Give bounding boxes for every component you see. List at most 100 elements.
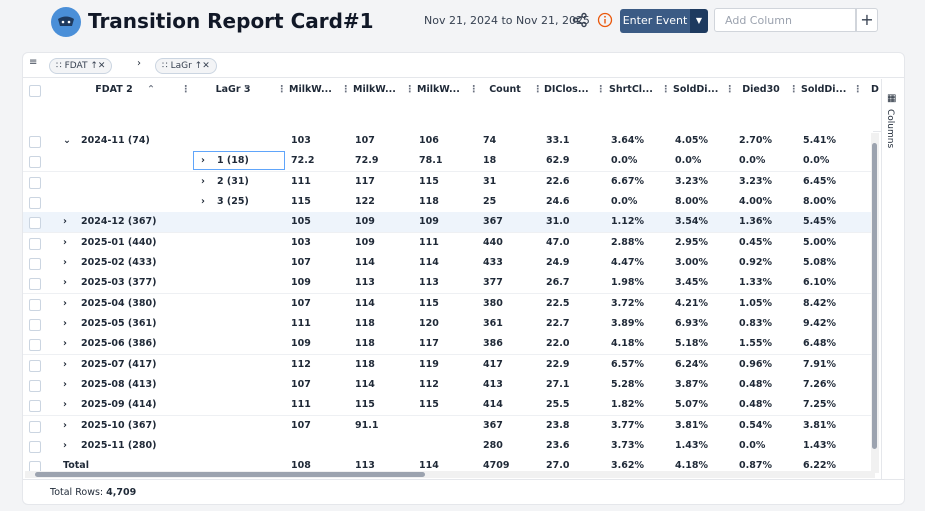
- column-menu[interactable]: ⋮: [533, 84, 543, 95]
- column-menu[interactable]: ⋮: [181, 84, 191, 95]
- checkbox[interactable]: [29, 156, 41, 169]
- checkbox[interactable]: [29, 258, 41, 270]
- cell-value: 62.9: [546, 155, 570, 167]
- child-row[interactable]: › 2 (31) 111 117 115 31 22.6 6.67% 3.23% 3.23% 6.4…: [23, 171, 873, 193]
- column-menu[interactable]: ⋮: [661, 84, 671, 95]
- expand-toggle[interactable]: ›: [63, 419, 67, 431]
- expand-toggle[interactable]: ›: [63, 318, 67, 329]
- group-row[interactable]: › 2025-06 (386) 109 118 117 386 22.0 4.18% 5.18%…: [23, 334, 873, 356]
- cell-focus[interactable]: [193, 151, 285, 171]
- column-header[interactable]: Died30: [742, 84, 780, 95]
- cell-value: 109: [291, 277, 311, 289]
- checkbox[interactable]: [29, 197, 41, 209]
- child-row[interactable]: › 3 (25) 115 122 118 25 24.6 0.0% 8.00% 4.00% 8.00…: [23, 192, 873, 213]
- v-scrollbar[interactable]: [871, 133, 879, 473]
- group-row[interactable]: › 2025-07 (417) 112 118 119 417 22.9 6.57% 6.24%…: [23, 354, 873, 376]
- column-header[interactable]: MilkW...: [353, 84, 396, 95]
- enter-event-button[interactable]: Enter Event: [620, 9, 690, 33]
- cell-value: 377: [483, 277, 503, 289]
- group-row[interactable]: › 2024-12 (367) 105 109 109 367 31.0 1.12% 3.54%…: [23, 212, 873, 234]
- info-icon[interactable]: [597, 12, 613, 28]
- checkbox[interactable]: [29, 85, 41, 97]
- total-row[interactable]: Total 108 113 114 4709 27.0 3.62% 4.18% 0.87% 6.2…: [23, 456, 873, 471]
- checkbox[interactable]: [29, 461, 41, 471]
- expand-toggle[interactable]: ›: [63, 257, 67, 268]
- cell-value: 25.5: [546, 399, 570, 411]
- column-header[interactable]: D: [871, 84, 879, 95]
- checkbox[interactable]: [29, 237, 41, 250]
- group-row[interactable]: › 2025-05 (361) 111 118 120 361 22.7 3.89% 6.93%…: [23, 314, 873, 335]
- column-menu[interactable]: ⋮: [469, 84, 479, 95]
- group-label: 2025-07 (417): [81, 358, 157, 370]
- column-header[interactable]: FDAT 2: [95, 84, 133, 95]
- group-row[interactable]: › 2025-08 (413) 107 114 112 413 27.1 5.28% 3.87%…: [23, 375, 873, 396]
- child-row[interactable]: › 1 (18) 72.2 72.9 78.1 18 62.9 0.0% 0.0% 0.0% 0.0…: [23, 151, 873, 173]
- sort-icon[interactable]: ⌃: [147, 84, 155, 95]
- expand-toggle[interactable]: ›: [63, 277, 67, 289]
- group-label: 2025-11 (280): [81, 439, 157, 451]
- column-header[interactable]: LaGr 3: [215, 84, 251, 95]
- add-column-button[interactable]: +: [856, 8, 878, 32]
- checkbox[interactable]: [29, 176, 41, 189]
- checkbox[interactable]: [29, 400, 41, 413]
- column-header[interactable]: ShrtCl...: [609, 84, 653, 95]
- group-row[interactable]: › 2025-09 (414) 111 115 115 414 25.5 1.82% 5.07%…: [23, 395, 873, 417]
- column-menu[interactable]: ⋮: [789, 84, 799, 95]
- expand-toggle[interactable]: ⌄: [63, 135, 71, 146]
- grid: ≡ ∷ FDAT ↑✕ › ∷ LaGr ↑✕ FDAT 2 ⌃ ⋮ LaGr 3 ⌃ ⋮…: [22, 52, 905, 505]
- column-menu[interactable]: ⋮: [725, 84, 735, 95]
- columns-tab[interactable]: Columns: [885, 109, 895, 149]
- checkbox[interactable]: [29, 420, 41, 433]
- group-row[interactable]: › 2025-03 (377) 109 113 113 377 26.7 1.98% 3.45%…: [23, 273, 873, 295]
- add-column-input[interactable]: Add Column: [714, 8, 856, 32]
- expand-toggle[interactable]: ›: [63, 216, 67, 228]
- cell-value: 0.96%: [739, 358, 772, 370]
- column-header[interactable]: DIClos...: [544, 84, 589, 95]
- column-header[interactable]: Count: [489, 84, 521, 95]
- checkbox[interactable]: [29, 339, 41, 352]
- group-row[interactable]: › 2025-02 (433) 107 114 114 433 24.9 4.47% 3.00%…: [23, 253, 873, 274]
- h-scrollbar[interactable]: [25, 471, 875, 478]
- checkbox[interactable]: [29, 278, 41, 291]
- expand-toggle[interactable]: ›: [63, 338, 67, 350]
- expand-toggle[interactable]: ›: [201, 155, 205, 167]
- cell-value: 0.48%: [739, 399, 772, 411]
- expand-toggle[interactable]: ›: [63, 236, 67, 248]
- group-chip[interactable]: ∷ FDAT ↑✕: [49, 58, 113, 74]
- column-menu[interactable]: ⋮: [596, 84, 606, 95]
- date-range[interactable]: Nov 21, 2024 to Nov 21, 2025: [424, 14, 590, 27]
- cell-value: 8.42%: [803, 297, 836, 309]
- group-chip[interactable]: ∷ LaGr ↑✕: [155, 58, 217, 74]
- column-header[interactable]: MilkW...: [417, 84, 460, 95]
- group-row[interactable]: › 2025-04 (380) 107 114 115 380 22.5 3.72% 4.21%…: [23, 293, 873, 315]
- share-icon[interactable]: [572, 12, 588, 28]
- enter-event-dropdown[interactable]: ▼: [690, 9, 708, 33]
- column-menu[interactable]: ⋮: [277, 84, 287, 95]
- expand-toggle[interactable]: ›: [63, 297, 67, 309]
- cell-value: 22.0: [546, 338, 570, 350]
- checkbox[interactable]: [29, 217, 41, 230]
- group-row[interactable]: › 2025-01 (440) 103 109 111 440 47.0 2.88% 2.95%…: [23, 232, 873, 254]
- checkbox[interactable]: [29, 380, 41, 392]
- expand-toggle[interactable]: ›: [63, 379, 67, 390]
- column-header[interactable]: SoldDi...: [673, 84, 719, 95]
- expand-toggle[interactable]: ›: [63, 439, 67, 451]
- checkbox[interactable]: [29, 359, 41, 372]
- checkbox[interactable]: [29, 298, 41, 311]
- column-menu[interactable]: ⋮: [341, 84, 351, 95]
- group-row[interactable]: › 2025-10 (367) 107 91.1 367 23.8 3.77% 3.81% 0.…: [23, 415, 873, 437]
- column-menu[interactable]: ⋮: [853, 84, 863, 95]
- expand-toggle[interactable]: ›: [201, 196, 205, 207]
- column-header[interactable]: MilkW...: [289, 84, 332, 95]
- sort-icon[interactable]: ⌃: [243, 84, 251, 95]
- group-row[interactable]: ⌄ 2024-11 (74) 103 107 106 74 33.1 3.64% 4.05% 2.…: [23, 131, 873, 152]
- expand-toggle[interactable]: ›: [63, 399, 67, 411]
- column-menu[interactable]: ⋮: [405, 84, 415, 95]
- column-header[interactable]: SoldDi...: [801, 84, 847, 95]
- checkbox[interactable]: [29, 136, 41, 148]
- checkbox[interactable]: [29, 319, 41, 331]
- checkbox[interactable]: [29, 440, 41, 453]
- expand-toggle[interactable]: ›: [201, 175, 205, 187]
- group-row[interactable]: › 2025-11 (280) 280 23.6 3.73% 1.43% 0.0% 1.43%: [23, 435, 873, 457]
- expand-toggle[interactable]: ›: [63, 358, 67, 370]
